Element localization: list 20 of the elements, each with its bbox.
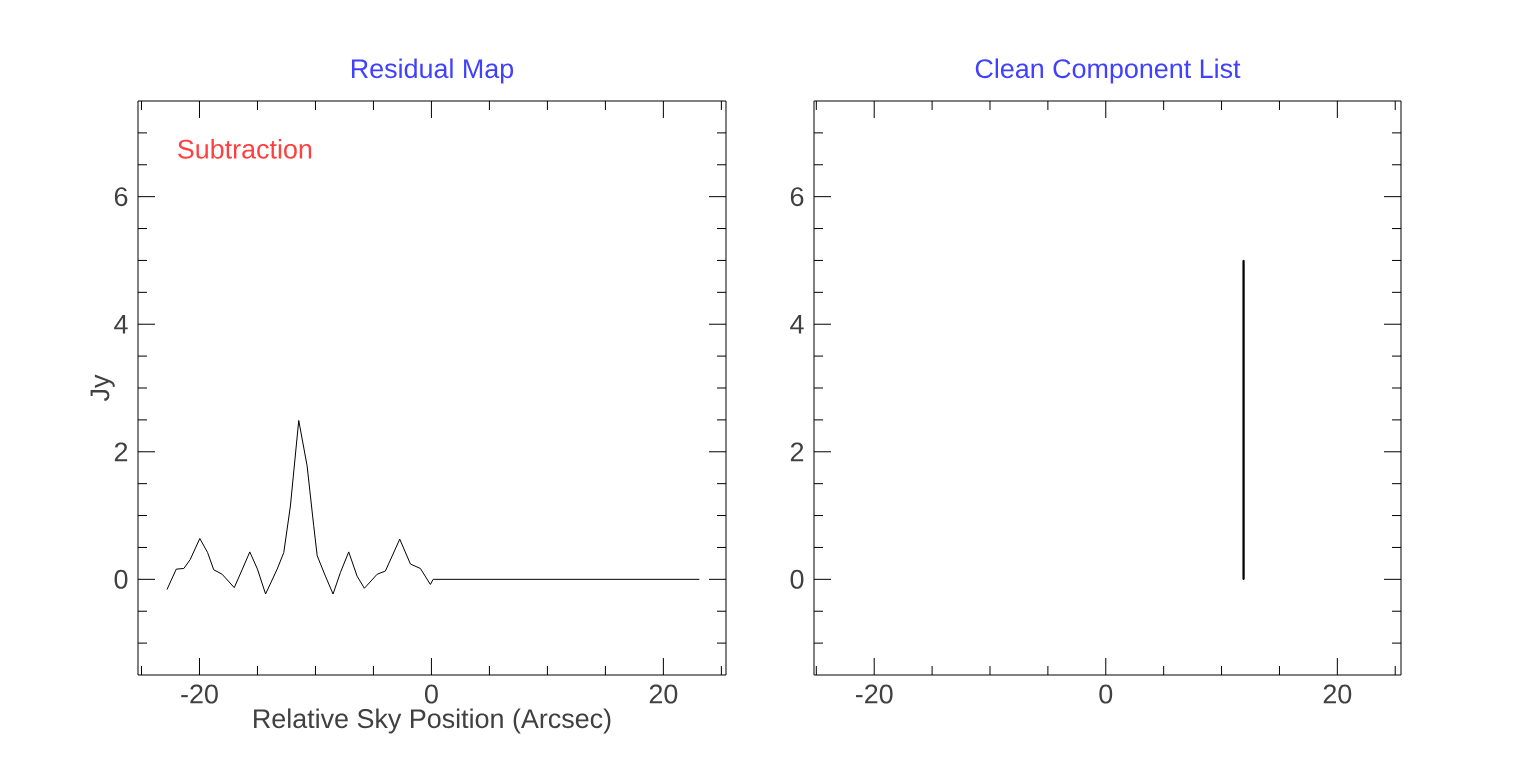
chart-title: Clean Component List [975,58,1241,84]
x-axis-title: Relative Sky Position (Arcsec) [254,708,611,734]
y-tick-label: 0 [790,569,804,589]
annotation: Subtraction [178,138,312,159]
x-tick-label: 0 [1099,684,1113,704]
chart-title: Residual Map [351,58,514,84]
y-tick-label: 2 [790,442,804,462]
x-tick-label: 20 [1323,684,1352,704]
y-tick-label: 2 [114,442,128,462]
y-axis-title: Jy [90,374,115,402]
y-tick-label: 4 [114,314,128,334]
y-tick-label: 4 [790,314,804,334]
line-series [166,420,700,595]
x-tick-label: -20 [855,684,893,704]
y-tick-label: 6 [790,187,804,207]
x-tick-label: 0 [424,684,438,704]
y-tick-label: 6 [114,187,128,207]
x-tick-label: -20 [181,684,218,704]
x-tick-label: 20 [649,684,678,704]
y-tick-label: 0 [114,569,128,589]
